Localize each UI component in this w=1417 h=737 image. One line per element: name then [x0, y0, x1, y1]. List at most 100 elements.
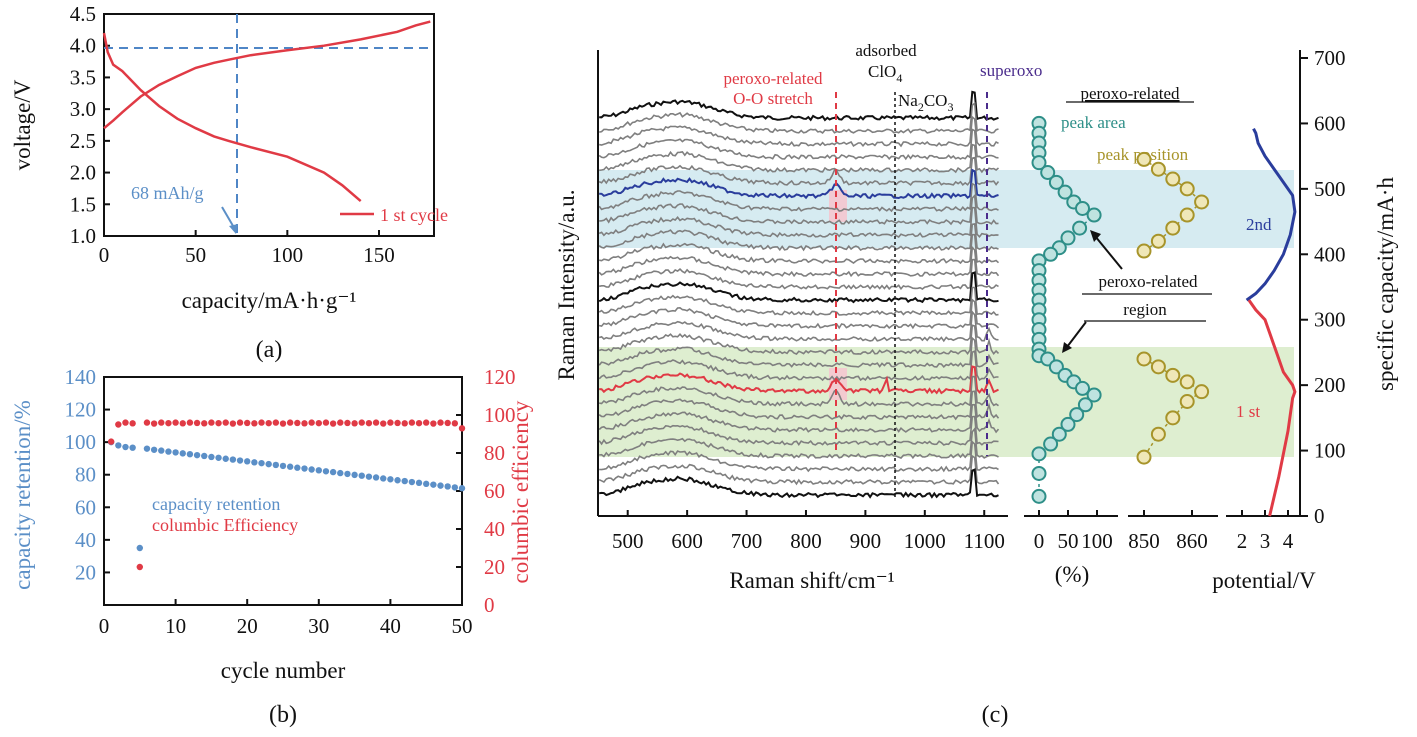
label-region-1: peroxo-related	[1098, 272, 1198, 291]
peak-area-point	[1075, 200, 1090, 216]
spectrum-gray	[598, 336, 999, 369]
panel-a-caption: (a)	[256, 337, 283, 363]
retention-point	[294, 464, 301, 471]
efficiency-point	[215, 419, 222, 427]
retention-point	[380, 475, 387, 482]
peak-position-point	[1165, 410, 1181, 426]
peak-position-point	[1179, 394, 1195, 409]
efficiency-point	[115, 421, 122, 428]
peak-position-point	[1136, 151, 1152, 167]
retention-point	[193, 451, 201, 459]
retention-point	[301, 465, 308, 472]
pct-tick-label: 50	[1058, 529, 1079, 553]
x-tick-label: 700	[731, 529, 763, 553]
y-tick-label: 4.5	[70, 2, 96, 26]
efficiency-point	[401, 420, 408, 427]
efficiency-point	[222, 419, 229, 426]
peak-area-point	[1060, 416, 1076, 432]
panel-b-left-ylabel: capacity retention/%	[10, 400, 35, 590]
right-tick-label: 40	[484, 517, 505, 541]
retention-point	[408, 478, 416, 486]
retention-point	[150, 446, 158, 453]
efficiency-point	[322, 419, 330, 426]
peak-area-point	[1060, 230, 1076, 246]
y-tick-label: 2.5	[70, 129, 96, 153]
x-tick-label: 1100	[964, 529, 1005, 553]
efficiency-point	[315, 419, 322, 427]
peak-area-point	[1031, 155, 1047, 171]
spectrum-gray	[599, 143, 1000, 174]
peak-position-point	[1136, 351, 1152, 367]
pct-label: (%)	[1055, 562, 1089, 587]
spectrum-gray	[598, 403, 1000, 434]
label-peak-area: peak area	[1061, 113, 1126, 132]
efficiency-point	[301, 420, 308, 427]
retention-point	[122, 443, 129, 451]
peak-area-point	[1031, 465, 1047, 481]
pink-highlight-upper	[829, 190, 847, 222]
retention-point	[329, 468, 337, 476]
efficiency-point	[430, 420, 437, 427]
capacity-tick-label: 400	[1314, 242, 1346, 266]
efficiency-point	[158, 419, 165, 426]
spectrum-black	[599, 90, 999, 122]
efficiency-point	[236, 419, 244, 426]
left-tick-label: 100	[65, 430, 97, 454]
y-tick-label: 3.0	[70, 97, 96, 121]
retention-point	[208, 453, 215, 461]
y-tick-label: 1.5	[70, 192, 96, 216]
x-tick-label: 1000	[904, 529, 946, 553]
potential-label: potential/V	[1212, 568, 1316, 593]
efficiency-point	[107, 438, 115, 445]
efficiency-point	[394, 419, 401, 427]
arrow-head-icon	[229, 224, 238, 234]
spectrum-gray	[599, 298, 1000, 330]
x-tick-label: 0	[99, 243, 110, 267]
capacity-tick-label: 700	[1314, 46, 1346, 70]
efficiency-point	[201, 420, 208, 427]
efficiency-point	[229, 420, 237, 427]
label-region-2: region	[1123, 300, 1167, 319]
efficiency-point	[358, 419, 365, 426]
peak-position-point	[1179, 374, 1195, 390]
peak-area-points	[1031, 115, 1102, 504]
retention-point	[437, 482, 444, 489]
retention-point	[344, 470, 351, 478]
annotation-peroxo: peroxo-related	[723, 69, 823, 88]
peak-position-point	[1179, 181, 1195, 197]
arrow-head-icon	[1090, 230, 1101, 242]
retention-point	[430, 481, 437, 488]
clo4-text: ClO	[868, 62, 896, 81]
efficiency-point	[122, 419, 129, 426]
legend-1st-cycle: 1 st cycle	[380, 205, 448, 225]
retention-point	[322, 468, 330, 475]
spectrum-gray	[599, 258, 999, 291]
retention-point	[222, 455, 229, 462]
peak-position-point	[1194, 384, 1210, 400]
retention-point	[172, 449, 179, 456]
region-arrow-upper	[1094, 235, 1123, 270]
peak-area-point	[1086, 207, 1102, 223]
retention-point	[387, 476, 394, 483]
panel-b-right-ylabel: columbic efficiency	[508, 400, 533, 583]
potential-curve-2nd	[1245, 128, 1297, 302]
retention-point	[272, 461, 280, 469]
x-tick-label: 800	[790, 529, 822, 553]
efficiency-point	[244, 419, 251, 427]
capacity-tick-label: 200	[1314, 373, 1346, 397]
retention-point	[136, 544, 143, 552]
efficiency-point	[179, 420, 186, 427]
x-tick-label: 150	[363, 243, 395, 267]
peak-area-point	[1086, 387, 1102, 403]
retention-point	[236, 457, 244, 464]
retention-point	[423, 480, 430, 488]
peak-position-point	[1150, 233, 1166, 249]
panel-b: 20 40 60 80 100 120 140 0 20 40 60 80 100 120 0 10 20 3…	[10, 365, 533, 728]
region-arrow-lower	[1066, 321, 1087, 348]
retention-point	[372, 474, 380, 481]
position-tick-label: 860	[1176, 529, 1208, 553]
left-tick-label: 80	[75, 463, 96, 487]
peak-area-point	[1043, 436, 1059, 452]
annotation-oo-stretch: O-O stretch	[733, 89, 813, 108]
retention-point	[415, 479, 423, 487]
